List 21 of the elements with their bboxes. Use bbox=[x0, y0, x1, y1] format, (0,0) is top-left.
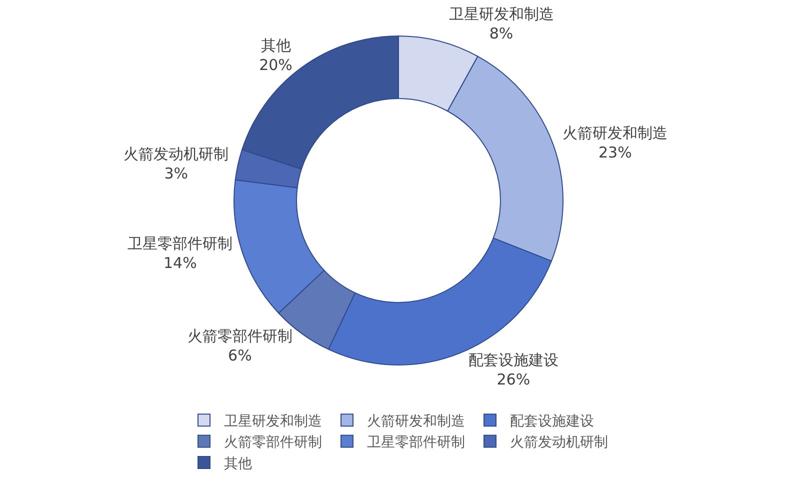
slice-label: 火箭发动机研制 bbox=[124, 144, 229, 163]
legend-label: 卫星研发和制造 bbox=[224, 414, 322, 430]
slice-label: 火箭研发和制造 bbox=[562, 124, 668, 142]
slice-label: 卫星研发和制造 bbox=[448, 4, 554, 23]
legend-label: 火箭发动机研制 bbox=[510, 434, 608, 451]
legend-label: 火箭零部件研制 bbox=[224, 434, 322, 451]
slice-label: 配套设施建设 bbox=[468, 350, 558, 369]
legend-label: 火箭研发和制造 bbox=[367, 414, 465, 430]
legend-label: 配套设施建设 bbox=[510, 414, 594, 430]
data-label: 8% bbox=[489, 24, 514, 42]
legend-label: 卫星零部件研制 bbox=[367, 434, 465, 451]
data-label: 20% bbox=[259, 56, 292, 74]
data-label: 6% bbox=[228, 346, 252, 365]
data-label: 14% bbox=[164, 254, 197, 272]
data-label: 26% bbox=[496, 370, 530, 388]
data-label: 3% bbox=[164, 164, 188, 182]
legend-label: 其他 bbox=[224, 456, 252, 472]
data-label: 23% bbox=[598, 143, 632, 162]
slice-label: 卫星零部件研制 bbox=[128, 234, 233, 252]
slice-label: 火箭零部件研制 bbox=[187, 327, 292, 346]
slice-label: 其他 bbox=[260, 36, 291, 54]
